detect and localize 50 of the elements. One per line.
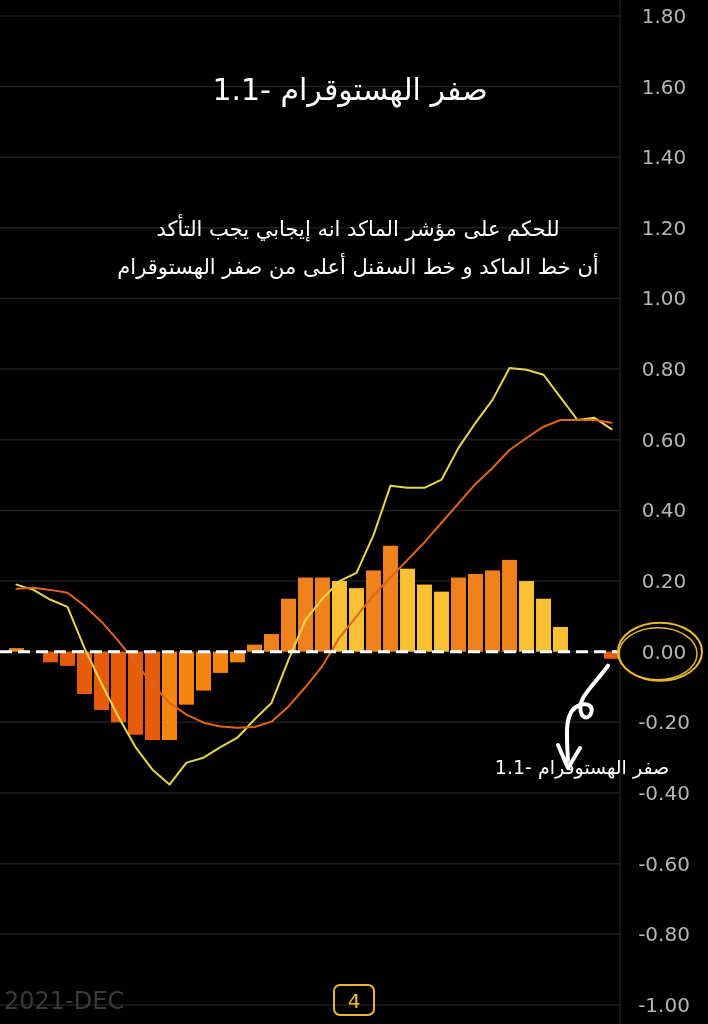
y-tick-label: 1.80 xyxy=(641,3,687,28)
annotation: 2021-DEC xyxy=(4,987,125,1015)
bar xyxy=(145,651,160,741)
bar xyxy=(332,581,347,652)
bar xyxy=(485,570,500,652)
y-tick-label: -0.80 xyxy=(638,922,690,947)
y-tick-label: 0.00 xyxy=(641,639,687,664)
y-tick-label: 0.80 xyxy=(641,357,687,382)
bar xyxy=(349,588,364,652)
bar xyxy=(536,598,551,652)
y-tick-label: 0.20 xyxy=(641,569,687,594)
bar xyxy=(281,598,296,652)
line-series xyxy=(15,418,613,729)
bar xyxy=(383,545,398,652)
y-tick-label: 1.00 xyxy=(641,286,687,311)
annotation: 4 xyxy=(347,989,361,1013)
bar xyxy=(400,568,415,652)
annotation: 1.1- صفر الهستوقرام xyxy=(494,755,670,779)
y-tick-label: 1.40 xyxy=(641,145,687,170)
y-tick-label: -0.60 xyxy=(638,851,690,876)
bar xyxy=(111,651,126,723)
bar xyxy=(264,634,279,652)
bar xyxy=(298,577,313,652)
bar xyxy=(451,577,466,652)
bar xyxy=(196,651,211,691)
page-number: 4 xyxy=(333,984,375,1016)
bar xyxy=(502,559,517,652)
bar xyxy=(60,651,75,666)
bar xyxy=(417,584,432,652)
y-tick-label: 1.60 xyxy=(641,74,687,99)
y-tick-label: -0.20 xyxy=(638,710,690,735)
text: 1.1- صفر الهستوقرام xyxy=(212,72,488,108)
y-tick-label: 0.60 xyxy=(641,427,687,452)
bar xyxy=(179,651,194,705)
bar xyxy=(434,591,449,652)
bar xyxy=(468,573,483,652)
bar xyxy=(553,626,568,652)
bar xyxy=(519,581,534,652)
bar xyxy=(94,651,109,710)
y-tick-label: 1.20 xyxy=(641,215,687,240)
y-tick-label: 0.40 xyxy=(641,498,687,523)
bar xyxy=(77,651,92,695)
bar xyxy=(162,651,177,741)
bar xyxy=(128,651,143,735)
y-tick-label: -0.40 xyxy=(638,780,690,805)
bar xyxy=(315,577,330,652)
y-tick-label: -1.00 xyxy=(638,992,690,1017)
bar xyxy=(366,570,381,652)
bar xyxy=(213,651,228,673)
text: للحكم على مؤشر الماكد انه إيجابي يجب التأكد أن خط الماكد و خط السقنل أعلى من صفر الهستوقرام xyxy=(117,214,599,279)
